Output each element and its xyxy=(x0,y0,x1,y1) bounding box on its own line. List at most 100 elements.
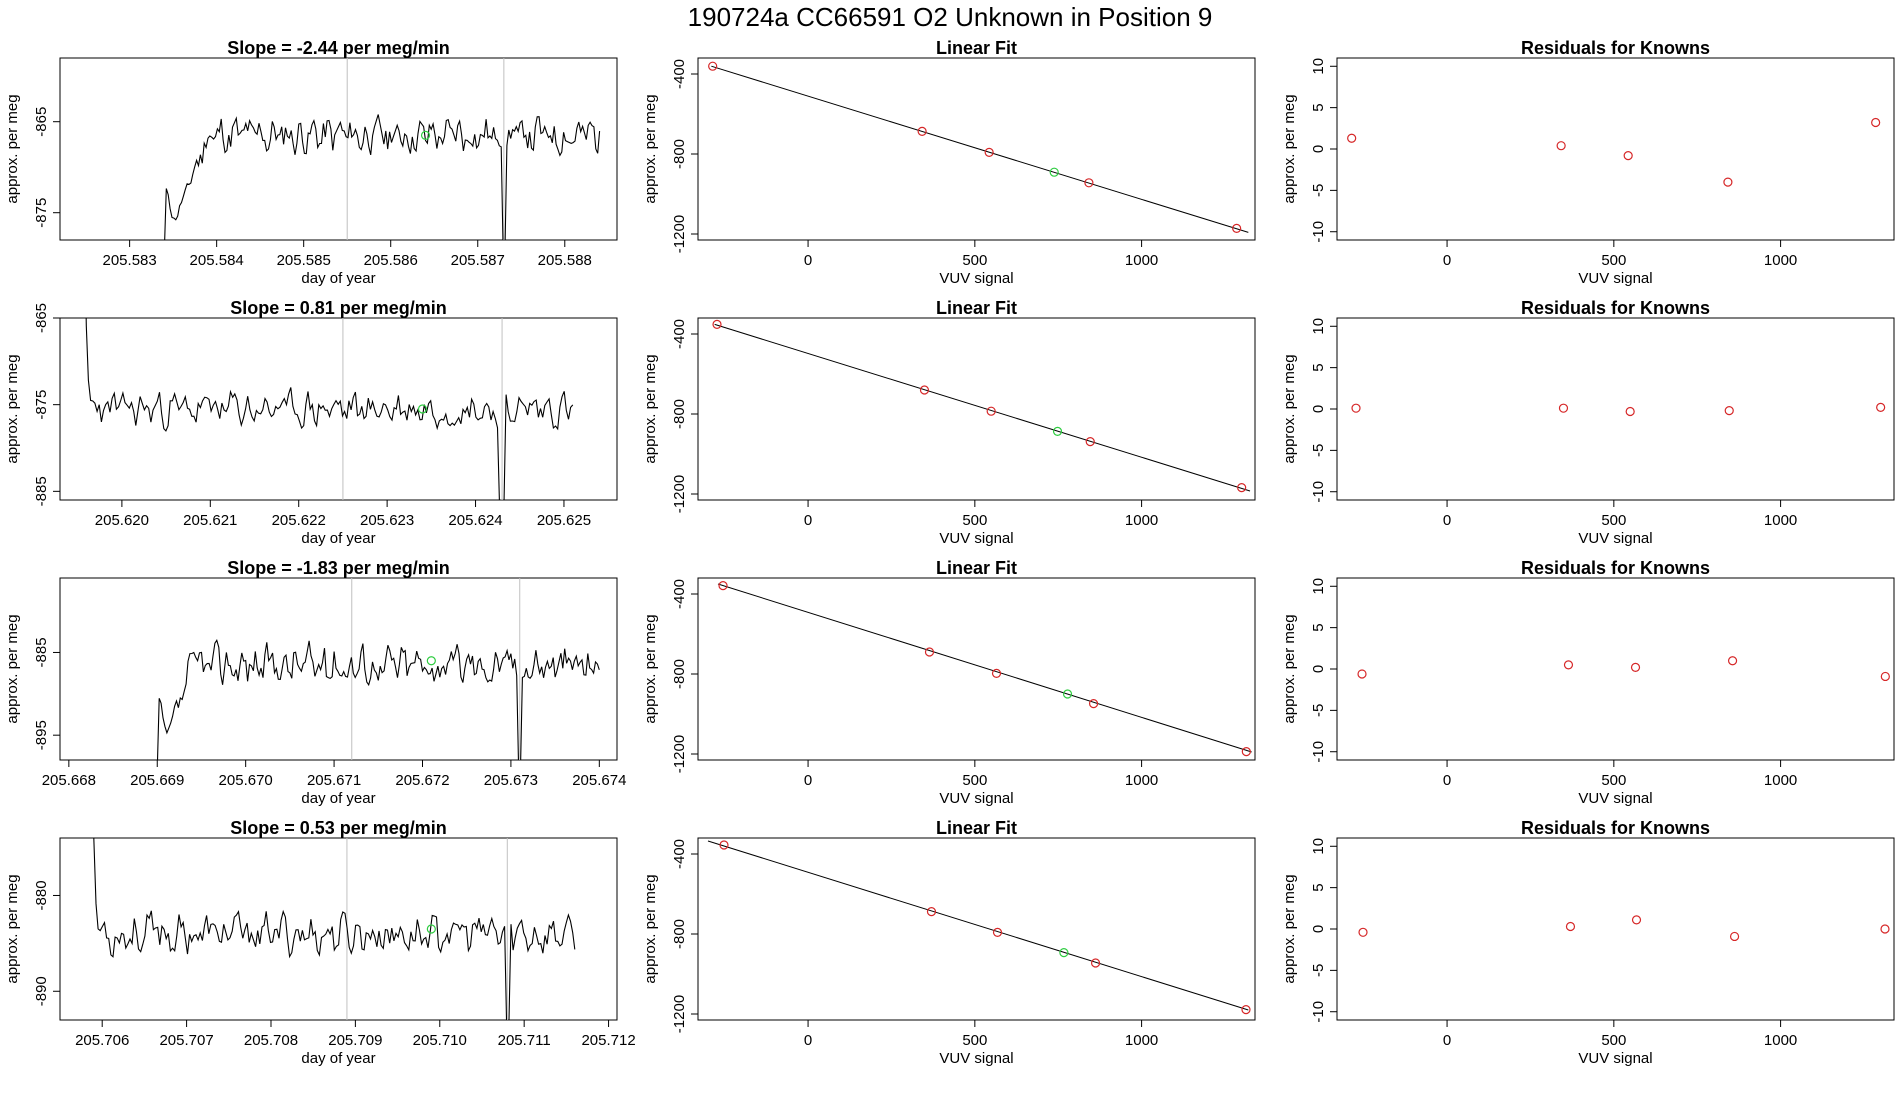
residual-point xyxy=(1558,403,1569,413)
x-tick-label: 1000 xyxy=(1125,1032,1158,1049)
x-tick-label: 1000 xyxy=(1764,512,1797,529)
y-tick-label: 5 xyxy=(1310,103,1327,111)
y-tick-label: -895 xyxy=(33,720,50,750)
y-tick-label: -885 xyxy=(33,476,50,506)
x-tick-label: 205.624 xyxy=(448,512,502,529)
x-tick-label: 205.623 xyxy=(360,512,414,529)
x-tick-label: 0 xyxy=(804,252,812,269)
panel-title: Slope = -1.83 per meg/min xyxy=(227,558,450,578)
y-tick-label: -865 xyxy=(33,303,50,333)
plot-frame xyxy=(697,57,1256,241)
residual-point xyxy=(1347,133,1357,143)
residual-point xyxy=(1556,141,1566,151)
panel-fit-row4: Linear Fit VUV signal approx. per meg 0 500 1… xyxy=(642,818,1256,1067)
x-axis: 0 500 1000 xyxy=(1443,760,1797,789)
residual-point xyxy=(1631,915,1642,925)
y-tick-label: -5 xyxy=(1310,184,1327,197)
x-tick-label: 205.671 xyxy=(307,772,361,789)
y-axis-label: approx. per meg xyxy=(1281,874,1298,983)
known-point xyxy=(917,126,927,136)
y-tick-label: 10 xyxy=(1310,838,1327,855)
x-tick-label: 0 xyxy=(804,1032,812,1049)
x-tick-label: 0 xyxy=(1443,512,1451,529)
x-axis: 205.706 205.707 205.708 205.709 205.710 205.7… xyxy=(75,1020,636,1049)
plot-area xyxy=(717,580,1252,757)
x-tick-label: 205.625 xyxy=(537,512,591,529)
residual-point xyxy=(1358,927,1368,937)
x-tick-label: 205.674 xyxy=(572,772,626,789)
y-axis-label: approx. per meg xyxy=(1281,354,1298,463)
signal-trace xyxy=(164,114,601,240)
x-tick-label: 1000 xyxy=(1764,772,1797,789)
residual-point xyxy=(1880,924,1890,934)
y-tick-label: 5 xyxy=(1310,623,1327,631)
panel-title: Residuals for Knowns xyxy=(1521,818,1710,838)
x-tick-label: 205.583 xyxy=(103,252,157,269)
x-tick-label: 205.709 xyxy=(328,1032,382,1049)
known-point xyxy=(1084,178,1094,188)
x-axis-label: VUV signal xyxy=(1578,530,1652,547)
y-tick-label: -5 xyxy=(1310,444,1327,457)
y-tick-label: -800 xyxy=(671,399,688,429)
y-axis: -400 -800 -1200 xyxy=(671,579,698,773)
x-tick-label: 205.708 xyxy=(244,1032,298,1049)
x-axis-label: day of year xyxy=(301,530,375,547)
x-tick-label: 205.712 xyxy=(581,1032,635,1049)
x-tick-label: 1000 xyxy=(1764,1032,1797,1049)
x-axis: 0 500 1000 xyxy=(804,1020,1158,1049)
x-axis: 0 500 1000 xyxy=(804,500,1158,529)
y-tick-label: 5 xyxy=(1310,363,1327,371)
plot-frame xyxy=(1336,57,1895,241)
x-axis-label: day of year xyxy=(301,1050,375,1067)
plot-frame xyxy=(59,317,618,501)
x-tick-label: 1000 xyxy=(1125,252,1158,269)
y-tick-label: -800 xyxy=(671,139,688,169)
x-tick-label: 205.711 xyxy=(498,1032,551,1049)
panel-title: Residuals for Knowns xyxy=(1521,558,1710,578)
y-tick-label: -1200 xyxy=(671,215,688,253)
x-tick-label: 205.622 xyxy=(272,512,326,529)
plot-area xyxy=(1357,656,1890,682)
x-axis-label: VUV signal xyxy=(1578,270,1652,287)
unknown-point xyxy=(417,404,428,414)
known-point xyxy=(924,647,935,657)
y-axis: -865 -875 xyxy=(33,107,60,228)
y-tick-label: -885 xyxy=(33,637,50,667)
x-axis-label: VUV signal xyxy=(939,270,1013,287)
x-tick-label: 0 xyxy=(1443,1032,1451,1049)
known-point xyxy=(1090,958,1101,968)
y-tick-label: -5 xyxy=(1310,964,1327,977)
y-tick-label: -800 xyxy=(671,659,688,689)
x-axis: 0 500 1000 xyxy=(804,760,1158,789)
signal-trace xyxy=(93,838,576,1020)
y-tick-label: 0 xyxy=(1310,665,1327,673)
x-tick-label: 0 xyxy=(1443,772,1451,789)
y-axis-label: approx. per meg xyxy=(642,874,659,983)
signal-trace xyxy=(85,318,574,500)
signal-trace xyxy=(156,638,600,760)
x-tick-label: 205.585 xyxy=(277,252,331,269)
y-tick-label: 10 xyxy=(1310,578,1327,595)
y-axis-label: approx. per meg xyxy=(4,614,21,723)
x-tick-label: 500 xyxy=(1601,772,1626,789)
residual-point xyxy=(1724,406,1734,416)
panel-fit-row1: Linear Fit VUV signal approx. per meg 0 500 1… xyxy=(642,38,1256,287)
y-axis-label: approx. per meg xyxy=(4,354,21,463)
residual-point xyxy=(1630,662,1641,672)
residual-point xyxy=(1727,656,1738,666)
x-tick-label: 205.584 xyxy=(190,252,244,269)
x-tick-label: 205.621 xyxy=(183,512,237,529)
fit-line xyxy=(707,840,1249,1011)
panel-title: Linear Fit xyxy=(936,818,1017,838)
x-tick-label: 500 xyxy=(962,512,987,529)
plot-area xyxy=(708,61,1249,233)
plot-area xyxy=(93,838,576,1020)
panel-time-row2: Slope = 0.81 per meg/min day of year appro… xyxy=(4,298,618,547)
y-tick-label: -890 xyxy=(33,976,50,1006)
panel-resid-row1: Residuals for Knowns VUV signal approx. pe… xyxy=(1281,38,1895,287)
unknown-point xyxy=(426,656,436,666)
x-axis-label: VUV signal xyxy=(939,1050,1013,1067)
residual-point xyxy=(1880,671,1890,682)
x-tick-label: 0 xyxy=(1443,252,1451,269)
